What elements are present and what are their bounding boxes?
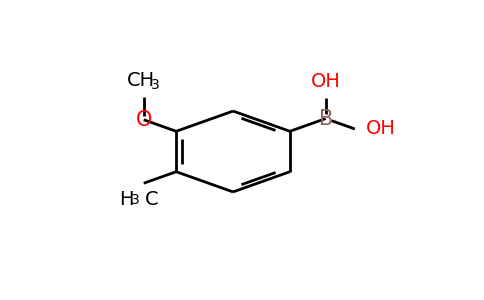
Text: CH: CH	[127, 71, 155, 90]
Text: O: O	[136, 110, 152, 130]
Text: 3: 3	[131, 193, 139, 206]
Text: H: H	[119, 190, 133, 209]
Text: OH: OH	[311, 72, 341, 91]
Text: 3: 3	[151, 79, 159, 92]
Text: C: C	[144, 190, 158, 209]
Text: OH: OH	[366, 119, 396, 139]
Text: B: B	[318, 109, 333, 129]
